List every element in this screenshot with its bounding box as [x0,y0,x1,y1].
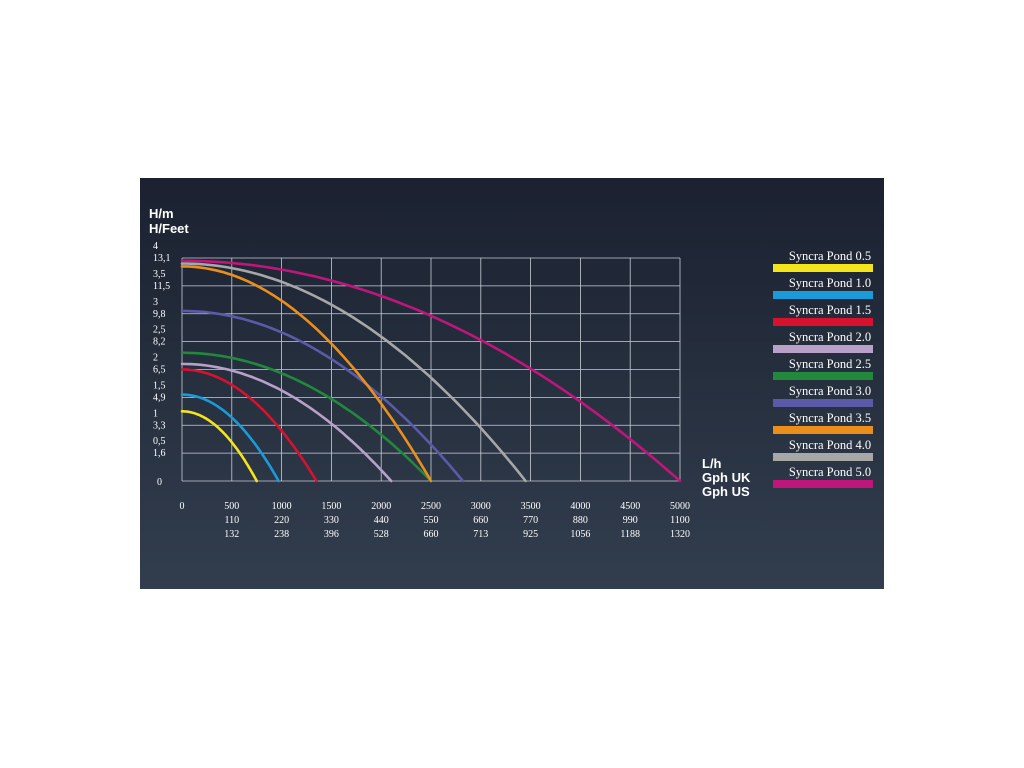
series-curve-7 [180,262,527,483]
legend-label: Syncra Pond 3.5 [789,411,871,425]
y-tick-label-m: 2 [153,353,158,364]
x-tick-label-uk: 550 [424,515,439,526]
y-tick-label-ft: 11,5 [153,281,170,292]
x-tick-label-lh: 5000 [670,501,690,512]
legend-label: Syncra Pond 1.0 [789,276,871,290]
series-curve-2 [180,368,318,483]
x-tick-label-lh: 4000 [570,501,590,512]
x-axis-ticks: 0 500 110 132 1000 220 238 1500 330 396 2000 440 528… [180,501,691,540]
x-tick-label-uk: 1100 [670,515,690,526]
x-tick-label-lh: 0 [180,501,185,512]
y-tick-label-ft: 4,9 [153,392,166,403]
x-tick-label-uk: 660 [473,515,488,526]
series-curve-5 [180,309,465,483]
legend-label: Syncra Pond 5.0 [789,465,871,479]
x-tick-label-lh: 3000 [471,501,491,512]
legend-label: Syncra Pond 4.0 [789,438,871,452]
legend-swatch [773,372,873,380]
series-curve-4 [180,351,433,483]
y-tick-label-m: 3 [153,297,158,308]
legend-swatch [773,291,873,299]
y-tick-label-ft: 13,1 [153,253,171,264]
x-tick-label-lh: 500 [224,501,239,512]
y-title-feet: H/Feet [149,221,189,236]
legend-label: Syncra Pond 3.0 [789,384,871,398]
x-title-gph-uk: Gph UK [702,470,751,485]
x-tick-label-us: 528 [374,529,389,540]
x-tick-label-lh: 1000 [272,501,292,512]
x-tick-label-us: 132 [224,529,239,540]
y-tick-label-ft: 6,5 [153,365,166,376]
x-tick-label-uk: 110 [224,515,239,526]
x-tick-label-us: 238 [274,529,289,540]
y-tick-label-m: 2,5 [153,325,166,336]
y-tick-label-m: 0 [157,477,162,488]
x-tick-label-lh: 1500 [321,501,341,512]
legend-swatch [773,480,873,488]
x-tick-label-us: 660 [424,529,439,540]
x-tick-label-uk: 440 [374,515,389,526]
legend-label: Syncra Pond 1.5 [789,303,871,317]
x-tick-label-us: 1188 [620,529,640,540]
x-tick-label-lh: 4500 [620,501,640,512]
x-title-gph-us: Gph US [702,484,750,499]
y-tick-label-m: 1 [153,408,158,419]
y-tick-label-m: 1,5 [153,380,166,391]
chart-panel: 0 0,5 1,6 1 3,3 1,5 4,9 2 6,5 2,5 8,2 3 9,8 3,5 11,5 4 1… [140,178,884,589]
series-curve-0 [180,410,258,483]
x-tick-label-us: 713 [473,529,488,540]
x-tick-label-us: 925 [523,529,538,540]
legend: Syncra Pond 0.5 Syncra Pond 1.0 Syncra Pon… [773,249,873,488]
legend-label: Syncra Pond 0.5 [789,249,871,263]
x-tick-label-us: 1056 [570,529,590,540]
series-curve-3 [180,362,393,483]
x-tick-label-uk: 330 [324,515,339,526]
legend-swatch [773,453,873,461]
y-tick-label-m: 4 [153,241,158,252]
x-tick-label-lh: 3500 [521,501,541,512]
legend-swatch [773,399,873,407]
y-axis-ticks: 0 0,51,6 13,3 1,54,9 26,5 2,58,2 39,8 3,511,5 41… [153,241,171,488]
legend-label: Syncra Pond 2.5 [789,357,871,371]
x-tick-label-lh: 2500 [421,501,441,512]
x-tick-label-uk: 990 [623,515,638,526]
y-tick-label-ft: 1,6 [153,448,166,459]
legend-swatch [773,426,873,434]
y-tick-label-m: 0,5 [153,436,166,447]
series-curve-6 [180,265,433,483]
y-tick-label-m: 3,5 [153,269,166,280]
x-tick-label-uk: 220 [274,515,289,526]
pump-curve-chart: 00,51,613,31,54,926,52,58,239,83,511,541… [149,206,873,540]
x-tick-label-lh: 2000 [371,501,391,512]
y-tick-label-ft: 9,8 [153,309,166,320]
series-curve-8 [180,259,682,483]
x-tick-label-uk: 770 [523,515,538,526]
x-tick-label-us: 1320 [670,529,690,540]
grid [181,257,681,482]
legend-swatch [773,318,873,326]
y-title-meters: H/m [149,206,174,221]
series-curve-1 [180,393,280,483]
legend-label: Syncra Pond 2.0 [789,330,871,344]
legend-swatch [773,345,873,353]
y-tick-label-ft: 3,3 [153,420,166,431]
y-tick-label-ft: 8,2 [153,337,166,348]
legend-swatch [773,264,873,272]
x-tick-label-uk: 880 [573,515,588,526]
series-curves [180,259,682,483]
x-tick-label-us: 396 [324,529,339,540]
x-title-lh: L/h [702,456,722,471]
